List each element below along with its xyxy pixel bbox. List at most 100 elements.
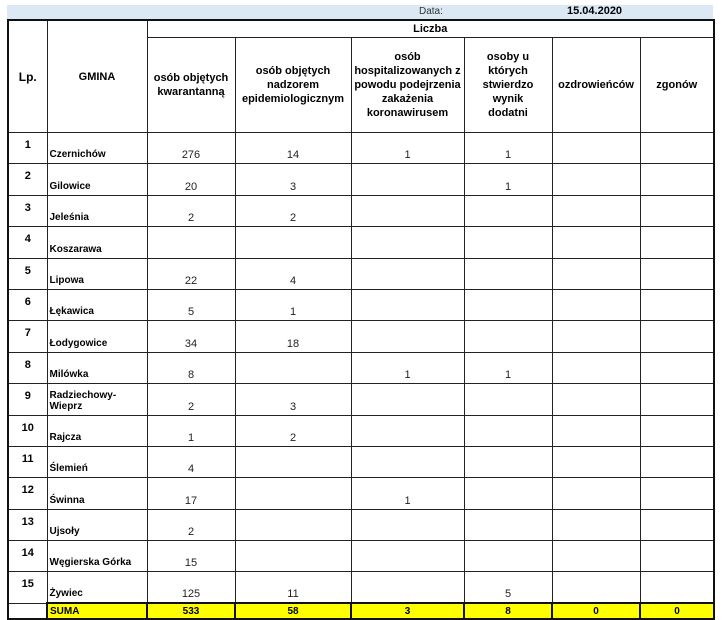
table-row: 15 Żywiec 125 11 5 bbox=[7, 571, 715, 604]
row-value bbox=[639, 194, 715, 228]
row-value: 2 bbox=[234, 414, 352, 447]
header-kwarantanna: osób objętych kwarantanną bbox=[146, 37, 236, 133]
row-value: 22 bbox=[146, 257, 236, 290]
table-row: 1 Czernichów 276 14 1 1 bbox=[7, 131, 715, 165]
row-gmina: Łodygowice bbox=[46, 320, 148, 353]
header-dodatni: osoby u których stwierdzo wynik dodatni bbox=[463, 37, 553, 133]
row-value: 2 bbox=[146, 194, 236, 228]
row-value bbox=[551, 226, 641, 259]
row-value bbox=[463, 414, 553, 447]
row-value bbox=[350, 226, 465, 259]
row-value bbox=[639, 131, 715, 165]
row-gmina: Rajcza bbox=[46, 414, 148, 447]
row-lp: 13 bbox=[7, 508, 48, 542]
row-value bbox=[551, 320, 641, 353]
row-value bbox=[350, 257, 465, 290]
table-row: 4 Koszarawa bbox=[7, 226, 715, 259]
row-gmina: Milówka bbox=[46, 351, 148, 385]
table-row: 7 Łodygowice 34 18 bbox=[7, 320, 715, 353]
row-value bbox=[350, 508, 465, 542]
row-gmina: Ślemień bbox=[46, 445, 148, 479]
table-row: 2 Gilowice 20 3 1 bbox=[7, 163, 715, 196]
row-value bbox=[639, 414, 715, 447]
row-gmina: Ujsoły bbox=[46, 508, 148, 542]
row-value bbox=[463, 508, 553, 542]
row-value bbox=[146, 226, 236, 259]
row-value bbox=[234, 351, 352, 385]
row-lp: 11 bbox=[7, 445, 48, 479]
row-value bbox=[551, 131, 641, 165]
row-value bbox=[639, 226, 715, 259]
header-zgony: zgonów bbox=[639, 37, 715, 133]
row-value bbox=[551, 414, 641, 447]
sum-value: 0 bbox=[551, 602, 641, 620]
row-lp: 5 bbox=[7, 257, 48, 290]
row-value bbox=[234, 477, 352, 510]
row-value: 2 bbox=[234, 194, 352, 228]
row-value bbox=[350, 383, 465, 416]
row-value: 4 bbox=[146, 445, 236, 479]
row-lp: 2 bbox=[7, 163, 48, 196]
row-value: 3 bbox=[234, 163, 352, 196]
table-row: 6 Łękawica 5 1 bbox=[7, 288, 715, 322]
row-value: 17 bbox=[146, 477, 236, 510]
row-value: 2 bbox=[146, 383, 236, 416]
row-gmina: Świnna bbox=[46, 477, 148, 510]
row-value bbox=[350, 163, 465, 196]
row-value: 276 bbox=[146, 131, 236, 165]
row-value bbox=[551, 163, 641, 196]
row-value bbox=[551, 257, 641, 290]
row-gmina: Radziechowy-Wieprz bbox=[46, 383, 148, 416]
row-value bbox=[234, 445, 352, 479]
table-row: 14 Węgierska Górka 15 bbox=[7, 540, 715, 573]
header-liczba: Liczba bbox=[146, 19, 715, 38]
row-gmina: Jeleśnia bbox=[46, 194, 148, 228]
row-value bbox=[639, 257, 715, 290]
row-value: 125 bbox=[146, 571, 236, 604]
row-value: 20 bbox=[146, 163, 236, 196]
row-value bbox=[463, 257, 553, 290]
row-value bbox=[551, 571, 641, 604]
row-value: 8 bbox=[146, 351, 236, 385]
row-value: 14 bbox=[234, 131, 352, 165]
row-value bbox=[463, 288, 553, 322]
row-value: 2 bbox=[146, 508, 236, 542]
date-value: 15.04.2020 bbox=[567, 5, 623, 17]
date-band: Data: 15.04.2020 bbox=[7, 5, 713, 19]
row-lp: 7 bbox=[7, 320, 48, 353]
row-value bbox=[639, 383, 715, 416]
row-value bbox=[463, 477, 553, 510]
row-value bbox=[551, 288, 641, 322]
row-value bbox=[463, 320, 553, 353]
row-value: 1 bbox=[146, 414, 236, 447]
row-value bbox=[463, 194, 553, 228]
row-value bbox=[350, 194, 465, 228]
header-gmina: GMINA bbox=[46, 19, 148, 133]
sum-value: 0 bbox=[638, 602, 716, 620]
row-lp: 4 bbox=[7, 226, 48, 259]
table-row: 10 Rajcza 1 2 bbox=[7, 414, 715, 447]
row-value bbox=[350, 414, 465, 447]
row-value bbox=[463, 540, 553, 573]
sum-value: 58 bbox=[234, 602, 352, 620]
row-value bbox=[551, 383, 641, 416]
row-value: 1 bbox=[463, 351, 553, 385]
row-gmina: Czernichów bbox=[46, 131, 148, 165]
row-value bbox=[639, 351, 715, 385]
row-lp: 9 bbox=[7, 383, 48, 416]
row-lp: 10 bbox=[7, 414, 48, 447]
row-gmina: Łękawica bbox=[46, 288, 148, 322]
table-row: 8 Milówka 8 1 1 bbox=[7, 351, 715, 385]
row-gmina: Lipowa bbox=[46, 257, 148, 290]
row-value bbox=[234, 508, 352, 542]
sum-label: SUMA bbox=[46, 602, 148, 620]
sum-value: 8 bbox=[463, 602, 553, 620]
row-value bbox=[551, 194, 641, 228]
row-value bbox=[639, 288, 715, 322]
row-value bbox=[234, 540, 352, 573]
row-gmina: Żywiec bbox=[46, 571, 148, 604]
row-value: 34 bbox=[146, 320, 236, 353]
row-value: 1 bbox=[350, 351, 465, 385]
row-lp: 12 bbox=[7, 477, 48, 510]
row-value bbox=[463, 445, 553, 479]
